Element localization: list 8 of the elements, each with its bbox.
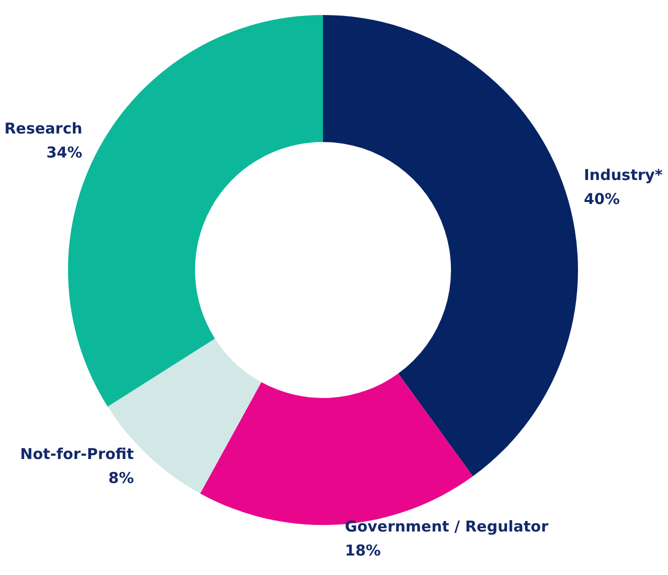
slice-label: Research bbox=[4, 119, 82, 138]
data-label: 8% bbox=[108, 469, 134, 488]
slice-label: Government / Regulator bbox=[344, 517, 549, 536]
data-label: 34% bbox=[46, 143, 82, 162]
slice-label: Industry* bbox=[584, 166, 663, 184]
slice-label: Not-for-Profit bbox=[20, 445, 134, 464]
data-label: 18% bbox=[344, 541, 381, 560]
data-label: 40% bbox=[584, 190, 620, 208]
